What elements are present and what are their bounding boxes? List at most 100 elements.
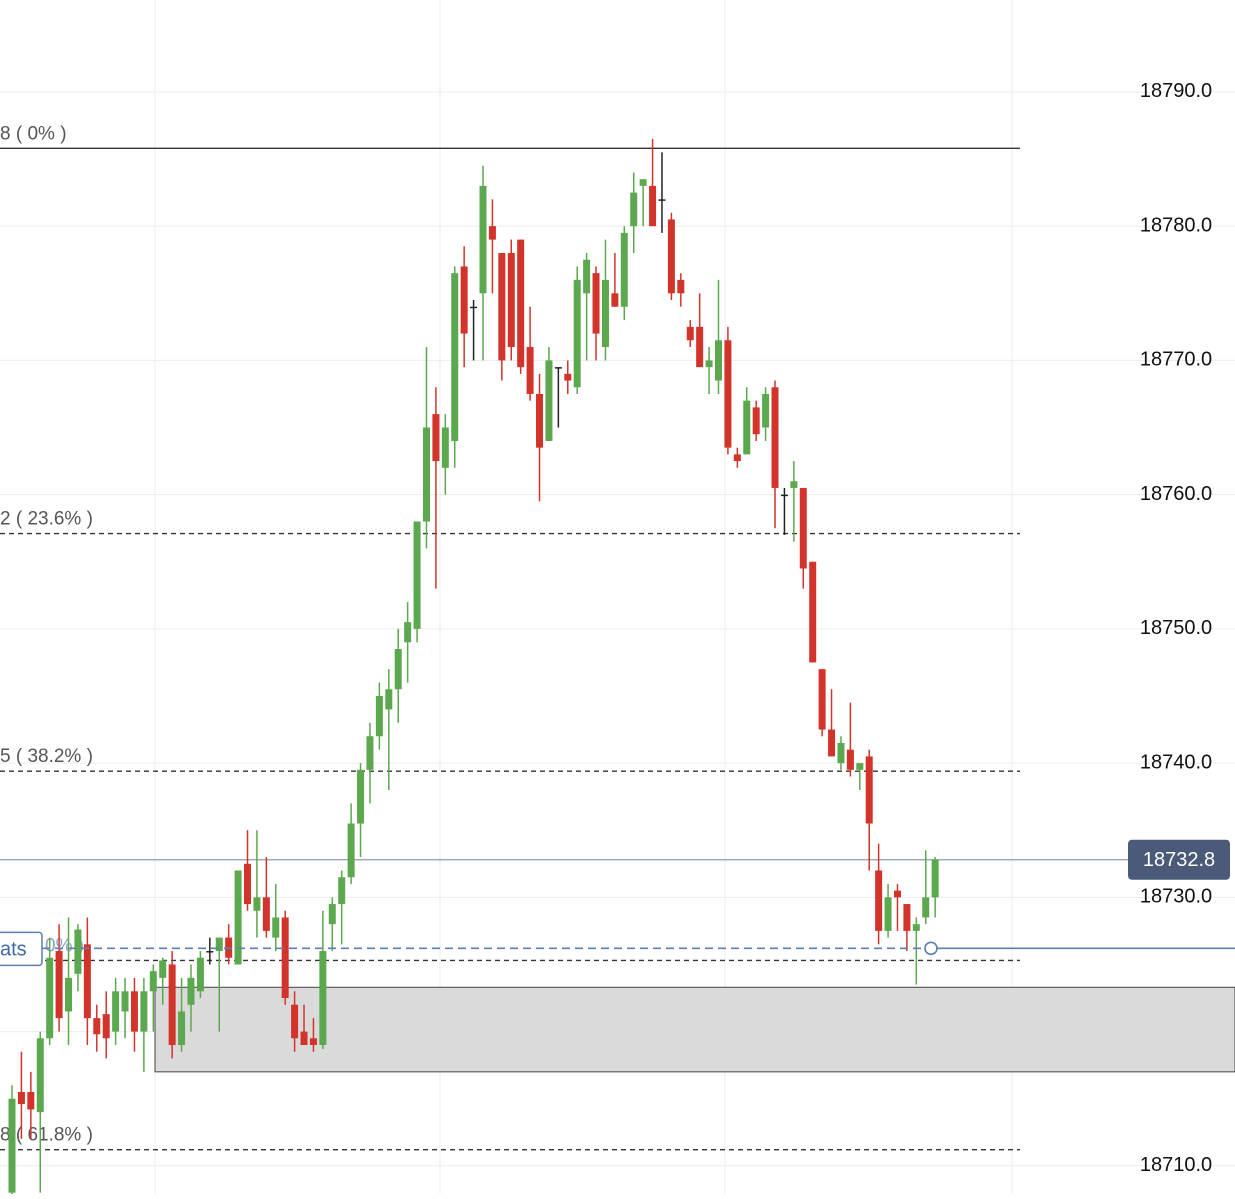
y-tick-label: 18740.0	[1140, 751, 1212, 773]
candle-body	[828, 729, 836, 757]
candle-body	[903, 904, 911, 931]
candle-body	[526, 346, 534, 394]
candle-body	[649, 185, 657, 227]
candle-body	[771, 387, 779, 488]
candle-body	[291, 1004, 299, 1039]
candle-body	[912, 924, 920, 931]
candle-body	[121, 991, 129, 1012]
candle-body	[564, 373, 572, 381]
candle-body	[451, 273, 459, 441]
candle-body	[404, 622, 412, 643]
candle-body	[262, 897, 270, 931]
candle-body	[328, 904, 336, 925]
candle-body	[413, 521, 421, 629]
alert-handle	[924, 941, 938, 956]
y-tick-label: 18780.0	[1140, 214, 1212, 236]
candle-body	[375, 695, 383, 737]
last-price-label: 18732.8	[1143, 849, 1215, 871]
candle-body	[432, 414, 440, 462]
candle-body	[357, 769, 365, 824]
candle-body	[55, 951, 63, 1019]
candle-body	[601, 279, 609, 347]
candle-body	[658, 199, 666, 201]
y-tick-label: 18730.0	[1140, 886, 1212, 908]
candle-body	[554, 367, 562, 369]
candle-body	[253, 897, 261, 911]
fib-label: 5 ( 38.2% )	[0, 746, 93, 767]
candle-body	[507, 253, 515, 347]
candle-body	[799, 487, 807, 569]
alert-tag-box	[0, 931, 43, 967]
candle-body	[733, 454, 741, 462]
fib-label: 8 ( 0% )	[0, 123, 67, 144]
candle-body	[922, 897, 930, 918]
candle-body	[639, 179, 647, 186]
y-tick-label: 18710.0	[1140, 1154, 1212, 1176]
candle-body	[46, 957, 54, 1039]
candle-body	[583, 259, 591, 294]
candle-body	[93, 1018, 101, 1035]
alert-tag: ats	[0, 939, 27, 961]
candle-body	[272, 917, 280, 938]
candle-body	[234, 870, 242, 965]
candle-body	[837, 742, 845, 764]
candle-body	[696, 326, 704, 368]
candle-body	[394, 649, 402, 690]
candle-body	[470, 306, 478, 309]
candle-body	[592, 273, 600, 334]
y-tick-label: 18760.0	[1140, 483, 1212, 505]
candle-body	[517, 239, 525, 368]
candle-body	[309, 1038, 317, 1046]
candle-body	[460, 266, 468, 334]
y-tick-label: 18790.0	[1140, 80, 1212, 102]
candle-body	[931, 859, 939, 898]
candle-body	[809, 561, 817, 663]
candle-body	[36, 1038, 44, 1113]
candle-body	[27, 1091, 35, 1110]
candle-body	[178, 1011, 186, 1046]
candle-body	[65, 977, 73, 1012]
candle-body	[620, 232, 628, 307]
candle-body	[536, 393, 544, 448]
candle-body	[611, 293, 619, 307]
last-price-box	[1128, 839, 1230, 880]
candle-body	[168, 964, 176, 1046]
candle-body	[215, 937, 223, 952]
candle-body	[884, 897, 892, 931]
candle-body	[686, 326, 694, 341]
y-tick-label: 18770.0	[1140, 349, 1212, 371]
candle-body	[545, 360, 553, 441]
candle-body	[74, 929, 82, 974]
candle-body	[762, 393, 770, 428]
candle-body	[630, 192, 638, 227]
candle-body	[300, 1031, 308, 1046]
candle-body	[385, 689, 393, 710]
candle-body	[83, 944, 91, 1019]
candle-body	[875, 870, 883, 931]
candle-body	[724, 340, 732, 448]
candle-body	[102, 1014, 110, 1039]
candle-body	[130, 991, 138, 1032]
candle-body	[319, 951, 327, 1046]
candle-body	[149, 971, 157, 992]
candle-body	[498, 253, 506, 361]
candle-body	[893, 890, 901, 898]
candle-body	[479, 185, 487, 294]
y-tick-label: 18750.0	[1140, 617, 1212, 639]
candle-body	[422, 427, 430, 522]
candle-body	[244, 863, 251, 905]
fib-label: 0% )	[45, 935, 84, 956]
fib-label: 2 ( 23.6% )	[0, 509, 93, 530]
candle-body	[667, 219, 675, 294]
candle-body	[790, 481, 798, 488]
candle-body	[187, 977, 195, 1005]
candle-body	[705, 360, 713, 368]
candle-body	[281, 917, 289, 999]
candle-body	[846, 749, 854, 770]
candle-body	[677, 279, 685, 294]
candle-body	[441, 427, 449, 468]
candle-body	[865, 756, 873, 824]
candle-body	[112, 991, 120, 1032]
candle-body	[752, 407, 760, 435]
candle-body	[856, 763, 864, 770]
